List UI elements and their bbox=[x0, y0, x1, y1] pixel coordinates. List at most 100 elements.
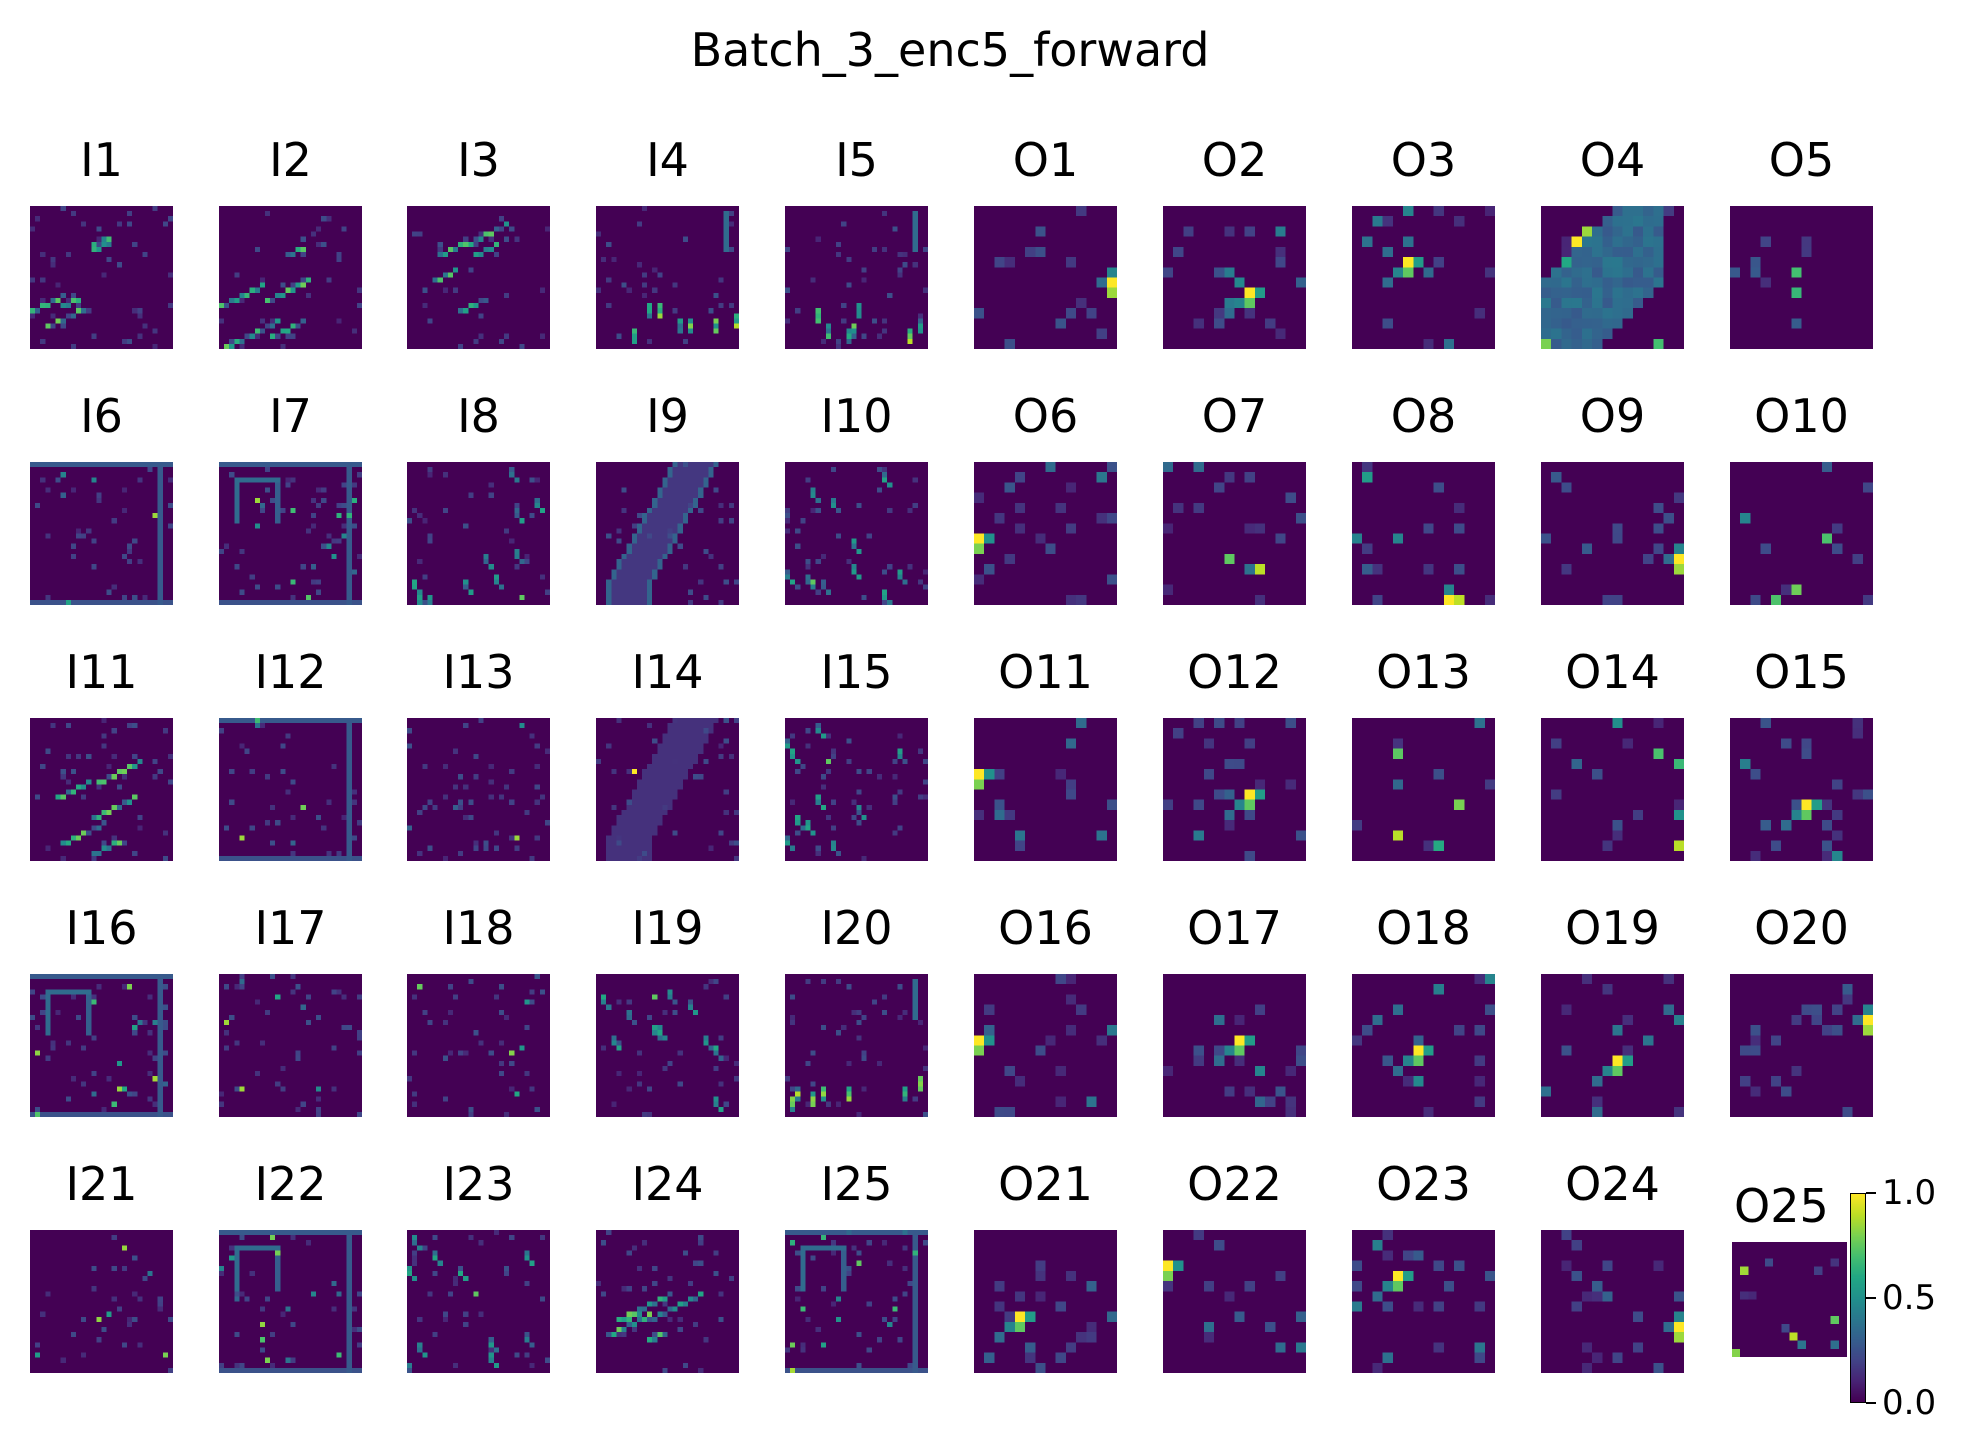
heatmap-panel-i3: I3 bbox=[407, 134, 550, 349]
heatmap-image bbox=[1541, 1230, 1684, 1373]
heatmap-panel-i16: I16 bbox=[30, 902, 173, 1117]
heatmap-image bbox=[30, 974, 173, 1117]
panel-title: O3 bbox=[1390, 133, 1457, 187]
heatmap-panel-o3: O3 bbox=[1352, 134, 1495, 349]
panel-title: O16 bbox=[998, 901, 1093, 955]
heatmap-image bbox=[785, 974, 928, 1117]
panel-title: I4 bbox=[646, 133, 689, 187]
heatmap-image bbox=[1163, 974, 1306, 1117]
panel-title: O9 bbox=[1579, 389, 1646, 443]
panel-title: O15 bbox=[1754, 645, 1849, 699]
heatmap-panel-i6: I6 bbox=[30, 390, 173, 605]
panel-title: O14 bbox=[1565, 645, 1660, 699]
heatmap-image bbox=[1352, 718, 1495, 861]
panel-title: I24 bbox=[631, 1157, 704, 1211]
panel-title: O5 bbox=[1768, 133, 1835, 187]
heatmap-image bbox=[30, 206, 173, 349]
heatmap-image bbox=[1541, 206, 1684, 349]
colorbar-tick bbox=[1866, 1402, 1876, 1404]
heatmap-panel-o12: O12 bbox=[1163, 646, 1306, 861]
panel-title: O1 bbox=[1012, 133, 1079, 187]
heatmap-image bbox=[785, 718, 928, 861]
panel-title: O11 bbox=[998, 645, 1093, 699]
heatmap-panel-o22: O22 bbox=[1163, 1158, 1306, 1373]
panel-title: I6 bbox=[80, 389, 123, 443]
heatmap-image bbox=[1541, 718, 1684, 861]
panel-title: I18 bbox=[442, 901, 515, 955]
heatmap-image bbox=[407, 1230, 550, 1373]
panel-title: I11 bbox=[65, 645, 138, 699]
heatmap-panel-o1: O1 bbox=[974, 134, 1117, 349]
panel-title: I23 bbox=[442, 1157, 515, 1211]
panel-title: I17 bbox=[254, 901, 327, 955]
panel-title: O2 bbox=[1201, 133, 1268, 187]
heatmap-panel-o11: O11 bbox=[974, 646, 1117, 861]
panel-title: I3 bbox=[457, 133, 500, 187]
heatmap-image bbox=[974, 974, 1117, 1117]
panel-title: I16 bbox=[65, 901, 138, 955]
heatmap-image bbox=[1352, 206, 1495, 349]
heatmap-image bbox=[974, 206, 1117, 349]
colorbar-tick bbox=[1866, 1297, 1876, 1299]
panel-title: I5 bbox=[835, 133, 878, 187]
heatmap-panel-i24: I24 bbox=[596, 1158, 739, 1373]
panel-title: I10 bbox=[820, 389, 893, 443]
heatmap-panel-o2: O2 bbox=[1163, 134, 1306, 349]
colorbar-tick bbox=[1866, 1192, 1876, 1194]
heatmap-panel-o9: O9 bbox=[1541, 390, 1684, 605]
heatmap-image bbox=[30, 1230, 173, 1373]
panel-title: O24 bbox=[1565, 1157, 1660, 1211]
heatmap-image bbox=[596, 206, 739, 349]
panel-title: I13 bbox=[442, 645, 515, 699]
heatmap-image bbox=[1730, 974, 1873, 1117]
heatmap-panel-o24: O24 bbox=[1541, 1158, 1684, 1373]
heatmap-panel-i13: I13 bbox=[407, 646, 550, 861]
panel-title: I7 bbox=[269, 389, 312, 443]
panel-title: O10 bbox=[1754, 389, 1849, 443]
heatmap-image bbox=[1352, 462, 1495, 605]
heatmap-image bbox=[596, 1230, 739, 1373]
heatmap-panel-i18: I18 bbox=[407, 902, 550, 1117]
heatmap-image bbox=[1163, 206, 1306, 349]
heatmap-panel-o17: O17 bbox=[1163, 902, 1306, 1117]
heatmap-panel-o5: O5 bbox=[1730, 134, 1873, 349]
panel-title: I9 bbox=[646, 389, 689, 443]
heatmap-image bbox=[407, 974, 550, 1117]
heatmap-image bbox=[219, 1230, 362, 1373]
panel-title: O4 bbox=[1579, 133, 1646, 187]
panel-title: O6 bbox=[1012, 389, 1079, 443]
heatmap-panel-o19: O19 bbox=[1541, 902, 1684, 1117]
heatmap-image bbox=[1730, 718, 1873, 861]
heatmap-image bbox=[1163, 1230, 1306, 1373]
heatmap-panel-o23: O23 bbox=[1352, 1158, 1495, 1373]
heatmap-image bbox=[1163, 718, 1306, 861]
panel-title: O8 bbox=[1390, 389, 1457, 443]
heatmap-image bbox=[1352, 974, 1495, 1117]
heatmap-panel-o4: O4 bbox=[1541, 134, 1684, 349]
colorbar-tick-label: 0.0 bbox=[1882, 1383, 1937, 1423]
panel-title: I15 bbox=[820, 645, 893, 699]
heatmap-panel-o25: O25 bbox=[1732, 1180, 1847, 1357]
panel-title: I8 bbox=[457, 389, 500, 443]
heatmap-panel-o10: O10 bbox=[1730, 390, 1873, 605]
panel-title: I1 bbox=[80, 133, 123, 187]
heatmap-panel-i12: I12 bbox=[219, 646, 362, 861]
heatmap-image bbox=[974, 1230, 1117, 1373]
panel-title: I21 bbox=[65, 1157, 138, 1211]
heatmap-image bbox=[785, 1230, 928, 1373]
panel-title: I14 bbox=[631, 645, 704, 699]
panel-title: O18 bbox=[1376, 901, 1471, 955]
heatmap-panel-i5: I5 bbox=[785, 134, 928, 349]
heatmap-image bbox=[1541, 462, 1684, 605]
panel-title: I22 bbox=[254, 1157, 327, 1211]
heatmap-panel-i8: I8 bbox=[407, 390, 550, 605]
colorbar bbox=[1850, 1193, 1866, 1403]
heatmap-panel-i1: I1 bbox=[30, 134, 173, 349]
heatmap-panel-o8: O8 bbox=[1352, 390, 1495, 605]
panel-title: O17 bbox=[1187, 901, 1282, 955]
heatmap-image bbox=[974, 718, 1117, 861]
colorbar-tick-label: 0.5 bbox=[1882, 1278, 1937, 1318]
heatmap-image bbox=[596, 974, 739, 1117]
heatmap-image bbox=[30, 718, 173, 861]
